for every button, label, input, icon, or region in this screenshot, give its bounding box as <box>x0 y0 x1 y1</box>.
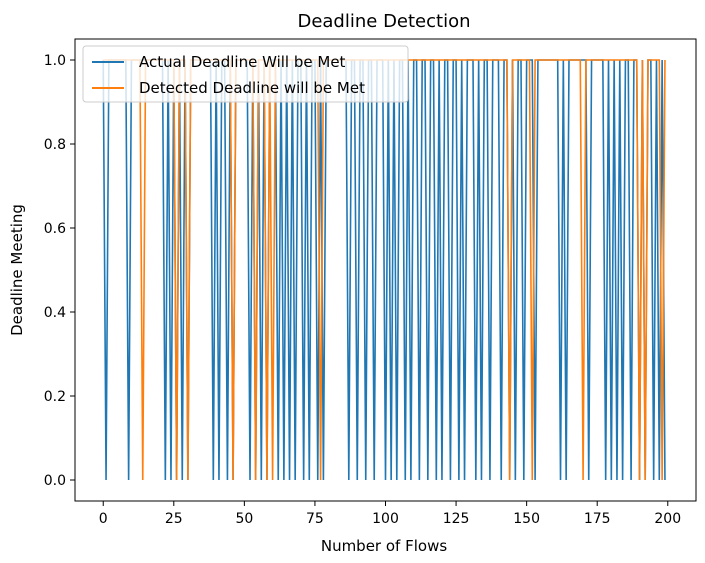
y-tick-label: 0.2 <box>44 389 66 405</box>
x-tick-label: 100 <box>372 511 399 527</box>
x-tick-label: 125 <box>443 511 470 527</box>
x-tick-label: 150 <box>513 511 540 527</box>
x-tick-label: 75 <box>306 511 324 527</box>
y-tick-label: 1.0 <box>44 53 66 69</box>
x-tick-label: 200 <box>654 511 681 527</box>
y-tick-label: 0.6 <box>44 221 66 237</box>
chart-title: Deadline Detection <box>297 11 470 32</box>
x-tick-label: 0 <box>99 511 108 527</box>
legend: Actual Deadline Will be Met Detected Dea… <box>82 45 409 103</box>
y-tick-label: 0.8 <box>44 137 66 153</box>
x-tick-label: 50 <box>235 511 253 527</box>
x-axis: 0 25 50 75 100 125 150 175 200 <box>99 501 681 527</box>
y-tick-label: 0.0 <box>44 473 66 489</box>
y-axis-label: Deadline Meeting <box>8 204 26 336</box>
legend-label-actual: Actual Deadline Will be Met <box>139 53 346 71</box>
legend-box <box>82 45 409 103</box>
legend-label-detected: Detected Deadline will be Met <box>139 79 365 97</box>
plot-lines <box>102 59 666 481</box>
x-tick-label: 25 <box>165 511 183 527</box>
x-tick-label: 175 <box>584 511 611 527</box>
x-axis-label: Number of Flows <box>321 537 447 555</box>
y-tick-label: 0.4 <box>44 305 66 321</box>
y-axis: 0.0 0.2 0.4 0.6 0.8 1.0 <box>44 53 75 489</box>
